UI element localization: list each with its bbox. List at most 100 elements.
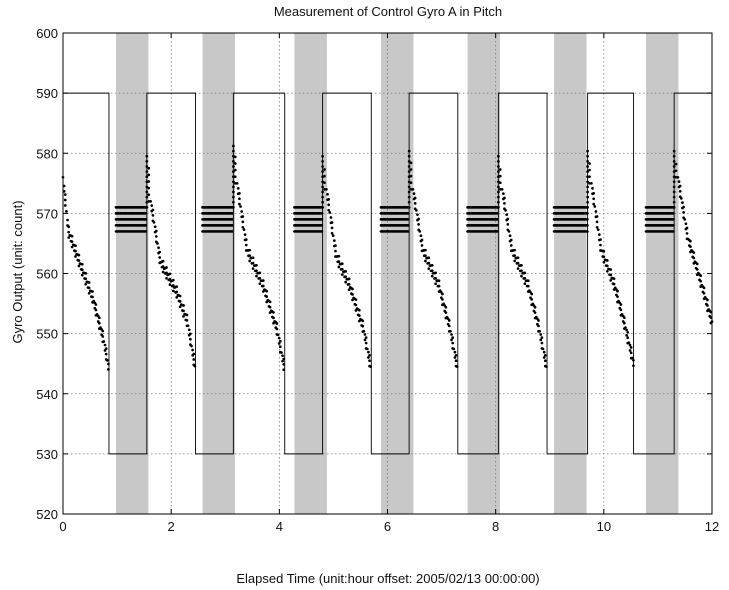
y-tick-label: 540 [36, 387, 58, 402]
data-point [497, 160, 500, 163]
data-point [67, 236, 71, 239]
data-point [175, 296, 179, 299]
data-point [498, 181, 502, 185]
data-point [516, 261, 520, 265]
data-point [145, 170, 149, 173]
data-point [233, 175, 237, 179]
data-point [168, 277, 172, 281]
data-point [497, 195, 500, 199]
data-point [685, 226, 689, 230]
x-tick-label: 4 [276, 519, 283, 534]
data-point [509, 244, 513, 247]
data-point [323, 174, 326, 178]
data-point [427, 267, 431, 270]
data-point [158, 250, 162, 254]
data-point [672, 185, 676, 189]
data-point [500, 187, 504, 191]
x-tick-label: 12 [705, 519, 719, 534]
data-point [622, 321, 626, 325]
data-point [276, 333, 280, 337]
data-point [537, 324, 540, 328]
data-point [321, 206, 324, 209]
data-point [672, 149, 676, 153]
data-point [588, 175, 591, 179]
data-point [232, 190, 235, 194]
x-axis-label: Elapsed Time (unit:hour offset: 2005/02/… [236, 571, 539, 586]
data-point [586, 212, 589, 215]
data-point [91, 295, 94, 299]
data-point [87, 286, 91, 290]
data-point [161, 265, 165, 268]
data-point [369, 365, 373, 368]
data-point [144, 212, 148, 215]
data-point [420, 244, 424, 247]
data-point [537, 319, 540, 322]
data-point [165, 276, 168, 280]
data-point [683, 218, 687, 221]
data-point [591, 186, 594, 190]
data-point [612, 277, 616, 281]
data-point [361, 319, 365, 323]
data-point [674, 162, 678, 166]
data-point [451, 341, 455, 345]
data-point [417, 223, 420, 226]
data-point [678, 184, 682, 188]
data-point [503, 196, 506, 200]
data-point [692, 251, 696, 254]
data-point [327, 197, 331, 201]
y-tick-label: 550 [36, 327, 58, 342]
data-point [596, 228, 600, 231]
data-point [619, 308, 623, 312]
data-point [344, 280, 348, 284]
data-point [168, 272, 172, 276]
data-point [497, 154, 500, 158]
x-tick-label: 2 [168, 519, 175, 534]
data-point [261, 279, 265, 282]
data-point [236, 186, 240, 190]
data-point [685, 232, 689, 235]
data-point [326, 192, 329, 196]
data-point [625, 328, 628, 332]
data-point [145, 195, 149, 199]
data-point [232, 180, 235, 184]
data-point [407, 190, 411, 194]
data-point [97, 316, 101, 320]
data-point [692, 256, 696, 260]
data-point [543, 359, 547, 363]
data-point [230, 230, 234, 233]
x-tick-label: 0 [59, 519, 66, 534]
data-point [321, 170, 324, 173]
data-point [258, 276, 262, 280]
data-point [70, 240, 74, 243]
data-point [103, 343, 107, 347]
data-point [523, 271, 527, 275]
data-point [407, 230, 410, 233]
data-point [498, 174, 502, 178]
data-point [91, 290, 94, 293]
data-point [251, 261, 255, 265]
data-point [427, 256, 431, 260]
data-point [412, 192, 416, 195]
data-point [543, 353, 547, 357]
data-point [275, 322, 279, 325]
data-point [147, 180, 151, 183]
data-point [80, 262, 84, 266]
data-point [329, 216, 333, 219]
data-point [241, 215, 245, 218]
data-point [450, 338, 453, 342]
data-point [609, 268, 613, 271]
data-point [65, 210, 68, 213]
data-point [437, 279, 441, 283]
data-point [368, 359, 371, 363]
data-point [147, 166, 151, 170]
data-point [507, 230, 511, 233]
data-point [107, 368, 110, 371]
data-point [151, 214, 155, 217]
data-point [238, 197, 241, 201]
data-point [144, 218, 148, 221]
data-point [523, 276, 527, 280]
data-point [238, 191, 241, 195]
data-point [407, 200, 411, 204]
data-point [626, 336, 630, 340]
square-wave-line [63, 92, 712, 455]
